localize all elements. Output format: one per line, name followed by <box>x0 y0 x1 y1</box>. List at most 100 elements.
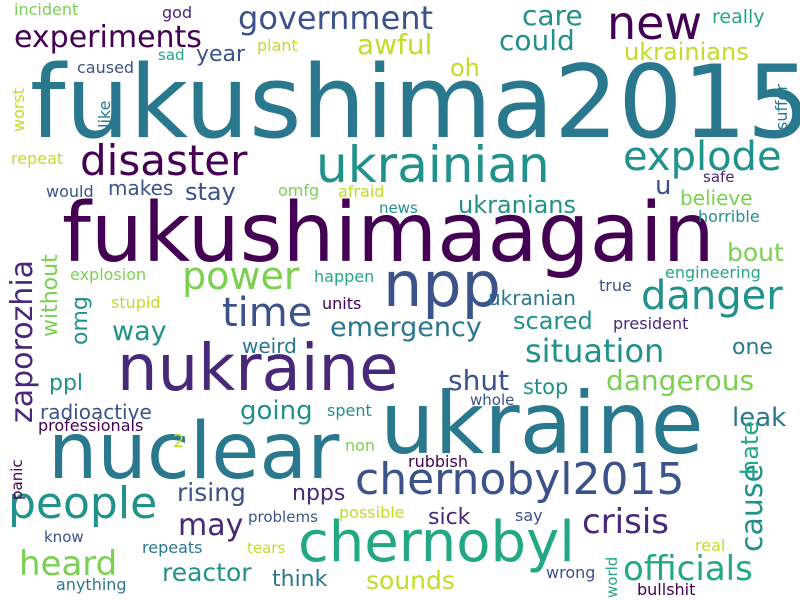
word-scared: scared <box>513 307 593 335</box>
word-units: units <box>322 294 362 313</box>
word-problems: problems <box>248 508 318 526</box>
word-wrong: wrong <box>546 563 596 582</box>
word-situation: situation <box>525 332 665 370</box>
word-caused: caused <box>77 58 135 77</box>
word-people: people <box>8 478 158 529</box>
word-oh: oh <box>450 54 480 82</box>
word-believe: believe <box>680 186 753 210</box>
word-non: non <box>345 436 376 455</box>
word-bullshit: bullshit <box>637 580 696 599</box>
word-stop: stop <box>523 375 569 399</box>
word-real: real <box>695 536 726 555</box>
word-zaporozhia: zaporozhia <box>5 259 40 423</box>
word-ukrainians: ukrainians <box>624 38 749 66</box>
word-spent: spent <box>327 401 372 420</box>
word-without: without <box>38 254 63 337</box>
word-ppl: ppl <box>49 371 84 396</box>
word-npps: npps <box>292 481 346 506</box>
word-whole: whole <box>470 391 515 409</box>
word-professionals: professionals <box>38 416 144 435</box>
word-shut: shut <box>448 364 510 397</box>
word-new: new <box>607 0 703 50</box>
word-think: think <box>272 567 328 592</box>
word-god: god <box>162 3 193 22</box>
word-dangerous: dangerous <box>606 364 755 397</box>
word-news: news <box>379 199 418 217</box>
word-true: true <box>599 276 632 295</box>
word-like: like <box>95 100 114 128</box>
word-know: know <box>44 528 84 546</box>
word-explosion: explosion <box>70 265 147 284</box>
word-incident: incident <box>14 0 79 19</box>
word-world: world <box>603 556 621 598</box>
word-heard: heard <box>19 544 118 584</box>
word-officials: officials <box>623 549 753 589</box>
word-omg: omg <box>68 296 93 345</box>
word-danger: danger <box>641 273 783 319</box>
word-care: care <box>522 0 583 32</box>
word-u: u <box>655 171 672 201</box>
word-say: say <box>515 506 543 525</box>
word-power: power <box>182 254 300 298</box>
word-ukranians: ukranians <box>458 191 576 219</box>
word-engineering: engineering <box>665 263 761 282</box>
word-time: time <box>222 290 313 336</box>
word-nuclear: nuclear <box>48 407 340 497</box>
word-may: may <box>178 508 244 543</box>
word-going: going <box>240 396 313 426</box>
word-ukranian: ukranian <box>488 286 576 310</box>
word-worst: worst <box>9 87 28 132</box>
word-makes: makes <box>108 176 174 200</box>
word-chernobyl2015: chernobyl2015 <box>355 454 685 505</box>
word-experiments: experiments <box>14 20 202 55</box>
word-explode: explode <box>623 134 782 180</box>
word-sick: sick <box>428 505 471 530</box>
word-tears: tears <box>247 539 286 557</box>
word-fukushimaagain: fukushimaagain <box>62 186 715 281</box>
word-omfg: omfg <box>278 181 320 200</box>
word-year: year <box>196 42 246 67</box>
word-really: really <box>712 6 765 28</box>
word-stupid: stupid <box>111 293 161 312</box>
word-way: way <box>112 316 167 347</box>
word-rising: rising <box>177 478 246 507</box>
word-repeats: repeats <box>142 538 203 557</box>
word-sounds: sounds <box>366 566 455 595</box>
word-weird: weird <box>242 334 297 358</box>
word-could: could <box>499 24 575 57</box>
word-afraid: afraid <box>338 182 385 201</box>
word-npp: npp <box>383 248 502 321</box>
word-hate: hate <box>736 420 764 475</box>
word-ukrainian: ukrainian <box>316 136 550 194</box>
word-crisis: crisis <box>582 502 669 542</box>
word-happen: happen <box>314 267 375 286</box>
word-leak: leak <box>732 403 787 433</box>
word-safe: safe <box>703 168 735 186</box>
word-awful: awful <box>357 28 433 61</box>
word-repeat: repeat <box>11 149 64 168</box>
word-stay: stay <box>185 178 236 206</box>
word-possible: possible <box>339 503 405 522</box>
word-sad: sad <box>158 46 185 64</box>
word-cause: cause <box>735 464 770 552</box>
word-panic: panic <box>8 459 26 500</box>
word-one: one <box>732 335 773 360</box>
word-emergency: emergency <box>330 312 482 343</box>
word-2: 2 <box>173 431 185 452</box>
word-would: would <box>46 182 94 201</box>
word-disaster: disaster <box>80 136 248 185</box>
word-plant: plant <box>257 36 298 55</box>
word-chernobyl: chernobyl <box>298 510 575 575</box>
word-reactor: reactor <box>162 558 252 587</box>
word-nukraine: nukraine <box>117 332 399 406</box>
word-rubbish: rubbish <box>408 452 468 471</box>
word-anything: anything <box>56 575 127 594</box>
word-president: president <box>613 314 689 333</box>
word-suffer: suffer <box>772 84 791 130</box>
word-radioactive: radioactive <box>40 400 152 424</box>
word-government: government <box>238 0 434 37</box>
word-ukraine: ukraine <box>380 374 704 474</box>
word-horrible: horrible <box>698 207 760 226</box>
word-bout: bout <box>727 238 784 267</box>
